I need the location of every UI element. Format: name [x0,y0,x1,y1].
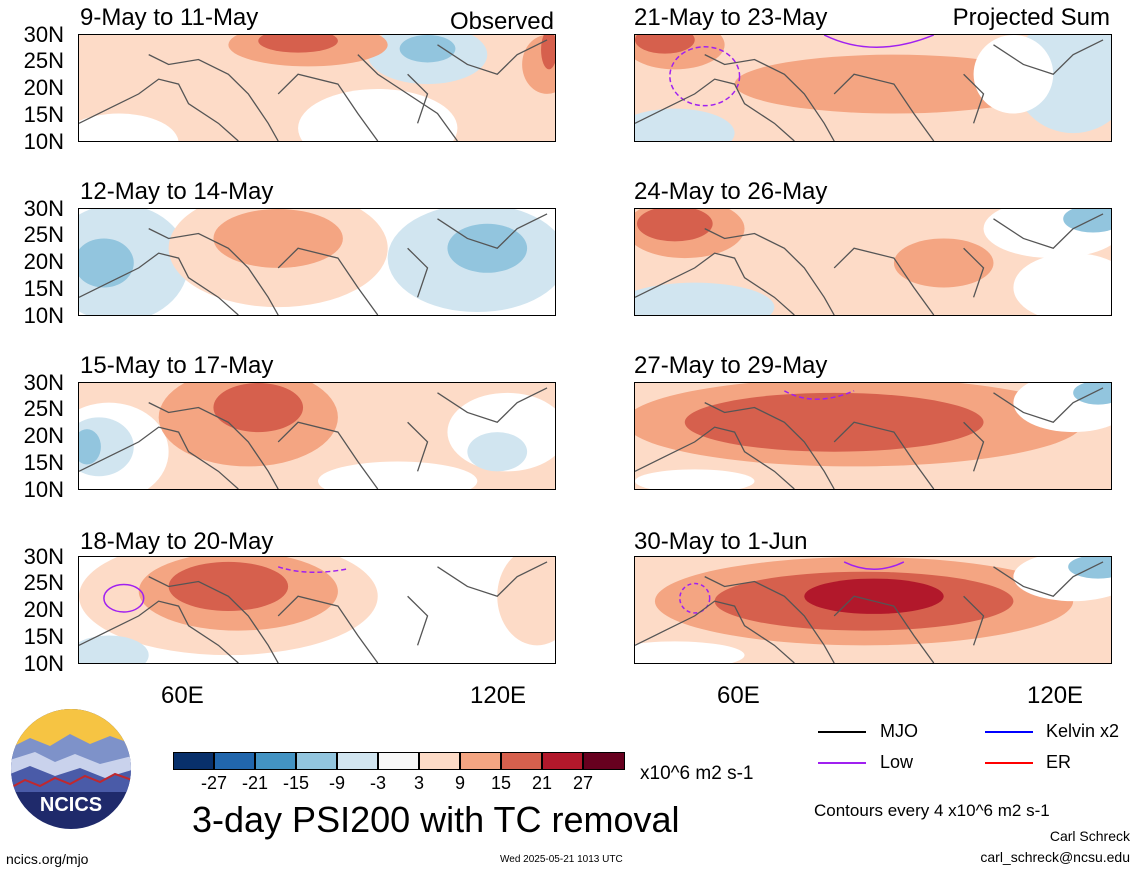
panel-title: 24-May to 26-May [634,178,828,205]
panel-tag: Observed [449,8,554,35]
colorbar-cell [255,752,296,770]
lat-label: 25N [23,222,64,247]
map-panel [634,556,1112,664]
panel-title: 15-May to 17-May [80,352,274,379]
colorbar-cell [214,752,255,770]
lat-label: 25N [23,570,64,595]
lat-label: 15N [23,450,64,475]
colorbar-label: 3 [413,773,425,793]
colorbar-cell [542,752,583,770]
lat-label: 20N [23,249,64,274]
map-panel [634,208,1112,316]
figure-title: 3-day PSI200 with TC removal [192,799,680,840]
lat-label: 30N [23,544,64,569]
legend-label: Low [880,752,914,772]
lat-label: 15N [23,102,64,127]
lat-label: 20N [23,597,64,622]
lat-label: 30N [23,196,64,221]
map-panel [634,34,1112,142]
colorbar-label: 21 [531,773,553,793]
logo-text: NCICS [40,794,102,816]
panel-title: 21-May to 23-May [634,4,828,31]
lat-label: 20N [23,423,64,448]
map-panel [78,34,556,142]
lon-label: 60E [161,682,204,709]
site-url: ncics.org/mjo [6,851,89,867]
lat-label: 30N [23,22,64,47]
colorbar-cell [173,752,214,770]
legend-line-low [818,762,866,764]
map-panel [634,382,1112,490]
colorbar-cell [337,752,378,770]
colorbar-label: -21 [241,773,269,793]
colorbar-cell [583,752,625,770]
lon-label: 120E [1027,682,1084,709]
colorbar-label: -9 [328,773,346,793]
lat-label: 15N [23,276,64,301]
colorbar-label: -3 [369,773,387,793]
colorbar-label: 27 [572,773,594,793]
panel-title: 27-May to 29-May [634,352,828,379]
panel-tag: Projected Sum [952,4,1110,31]
timestamp: Wed 2025-05-21 1013 UTC [500,854,623,865]
lat-label: 10N [23,651,64,676]
panel-title: 12-May to 14-May [80,178,274,205]
colorbar-units: x10^6 m2 s-1 [640,763,754,784]
map-panel [78,382,556,490]
colorbar-label: -15 [282,773,310,793]
colorbar-label: -27 [200,773,228,793]
author: Carl Schreck [1049,828,1130,844]
legend-line-er [985,762,1033,764]
panel-title: 18-May to 20-May [80,528,274,555]
legend-line-kelvin [985,731,1033,733]
colorbar-cell [419,752,460,770]
legend-line-mjo [818,731,866,733]
lon-label: 120E [470,682,527,709]
lat-label: 15N [23,624,64,649]
panel-title: 30-May to 1-Jun [634,528,808,555]
lat-label: 30N [23,370,64,395]
ncics-logo: NCICS [10,708,132,830]
map-panel [78,556,556,664]
colorbar-cell [296,752,337,770]
colorbar-cell [378,752,419,770]
lat-label: 10N [23,477,64,502]
lat-label: 10N [23,303,64,328]
legend-label: ER [1046,752,1072,772]
map-panel [78,208,556,316]
colorbar-cell [460,752,501,770]
lat-label: 25N [23,396,64,421]
lat-label: 20N [23,75,64,100]
colorbar-label: 9 [454,773,466,793]
legend-label: MJO [880,721,918,741]
lon-label: 60E [717,682,760,709]
email: carl_schreck@ncsu.edu [980,849,1130,865]
lat-label: 25N [23,48,64,73]
panel-title: 9-May to 11-May [80,4,259,31]
contours-note: Contours every 4 x10^6 m2 s-1 [814,801,1050,820]
lat-label: 10N [23,129,64,154]
colorbar-cell [501,752,542,770]
legend-label: Kelvin x2 [1046,721,1120,741]
colorbar-label: 15 [490,773,512,793]
